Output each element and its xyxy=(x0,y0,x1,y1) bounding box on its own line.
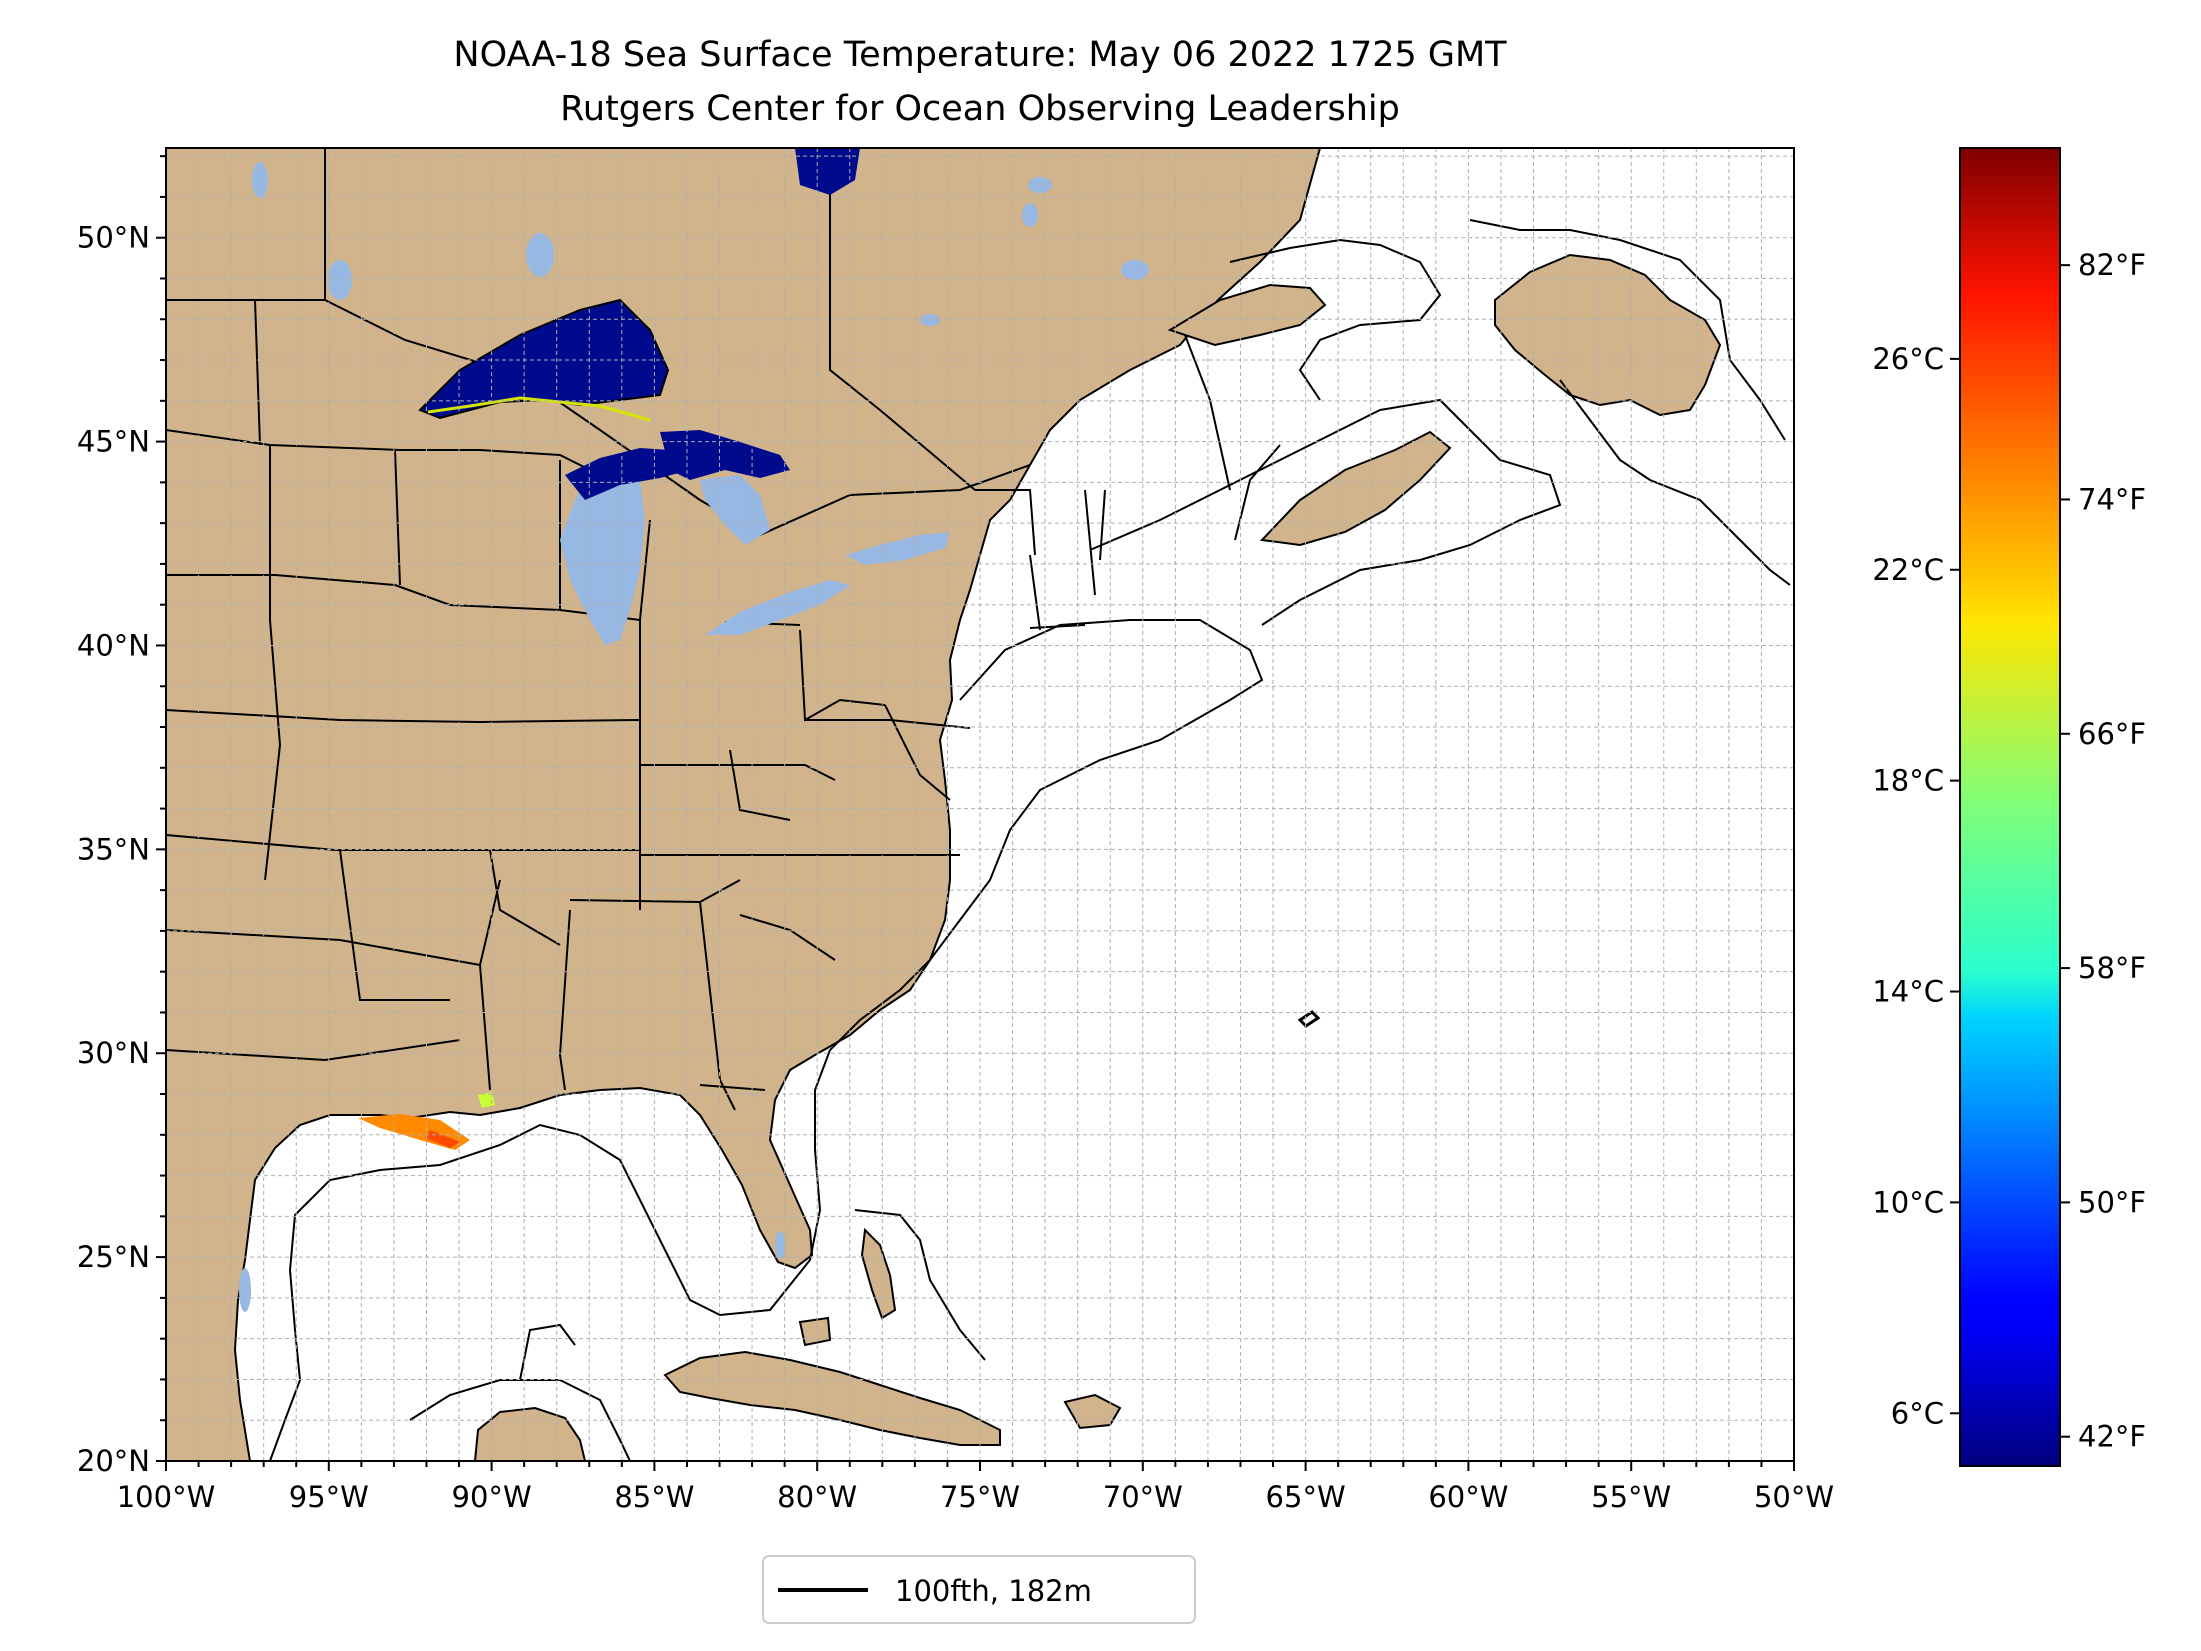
x-tick-label: 80°W xyxy=(777,1480,857,1514)
y-tick-label: 45°N xyxy=(77,425,150,459)
gridlines xyxy=(166,148,1794,1461)
map-title: NOAA-18 Sea Surface Temperature: May 06 … xyxy=(453,35,1507,75)
y-tick-label: 40°N xyxy=(77,628,150,662)
x-tick-label: 55°W xyxy=(1591,1480,1671,1514)
legend-label: 100fth, 182m xyxy=(895,1574,1092,1608)
x-tick-label: 65°W xyxy=(1266,1480,1346,1514)
celsius-tick-label: 18°C xyxy=(1872,764,1944,798)
celsius-tick-label: 26°C xyxy=(1872,342,1944,376)
land-yucatan xyxy=(473,1406,587,1461)
bermuda xyxy=(1297,1010,1321,1028)
x-tick-label: 60°W xyxy=(1428,1480,1508,1514)
map-subtitle: Rutgers Center for Ocean Observing Leade… xyxy=(560,89,1400,129)
x-tick-label: 85°W xyxy=(614,1480,694,1514)
y-axis-ticks: 20°N 25°N 30°N 35°N 40°N 45°N 50°N xyxy=(77,155,166,1478)
x-tick-label: 95°W xyxy=(289,1480,369,1514)
x-tick-label: 70°W xyxy=(1103,1480,1183,1514)
land-nova-scotia xyxy=(1259,430,1452,547)
political-borders xyxy=(166,148,1281,1111)
lake-superior xyxy=(418,298,670,420)
celsius-tick-label: 6°C xyxy=(1891,1396,1944,1430)
fahrenheit-tick-label: 58°F xyxy=(2078,951,2146,985)
celsius-ticks: 6°C 10°C 14°C 18°C 22°C 26°C xyxy=(1872,342,1960,1430)
colorbar: 6°C 10°C 14°C 18°C 22°C 26°C 42°F 50°F 58°F 66°F… xyxy=(1872,147,2146,1467)
fahrenheit-tick-label: 82°F xyxy=(2078,248,2146,282)
lake-erie xyxy=(705,580,850,635)
legend-box xyxy=(762,1555,1196,1624)
isobath-100fth xyxy=(269,219,1791,1461)
land-cuba xyxy=(663,1350,1001,1446)
bahamas xyxy=(798,1227,897,1347)
x-tick-label: 50°W xyxy=(1754,1480,1834,1514)
x-tick-label: 90°W xyxy=(452,1480,532,1514)
great-lakes xyxy=(239,148,1149,1312)
fahrenheit-tick-label: 74°F xyxy=(2078,482,2146,516)
land-gaspe xyxy=(1167,283,1327,347)
x-axis-ticks: 100°W 95°W 90°W 85°W 80°W 75°W 70°W 65°W 60°W 55°… xyxy=(117,1461,1834,1514)
y-tick-label: 30°N xyxy=(77,1036,150,1070)
celsius-tick-label: 14°C xyxy=(1872,975,1944,1009)
y-tick-label: 25°N xyxy=(77,1240,150,1274)
y-tick-label: 50°N xyxy=(77,221,150,255)
fahrenheit-tick-label: 66°F xyxy=(2078,717,2146,751)
colorbar-gradient xyxy=(1959,147,2061,1467)
y-tick-label: 35°N xyxy=(77,832,150,866)
lake-ontario xyxy=(845,532,950,565)
fahrenheit-tick-label: 42°F xyxy=(2078,1420,2146,1454)
fahrenheit-tick-label: 50°F xyxy=(2078,1185,2146,1219)
x-tick-label: 100°W xyxy=(117,1480,216,1514)
legend: 100fth, 182m xyxy=(762,1555,1196,1624)
celsius-tick-label: 10°C xyxy=(1872,1185,1944,1219)
x-tick-label: 75°W xyxy=(940,1480,1020,1514)
lake-huron xyxy=(660,430,790,480)
lake-michigan xyxy=(560,462,645,645)
fahrenheit-ticks: 42°F 50°F 58°F 66°F 74°F 82°F xyxy=(2060,248,2146,1454)
celsius-tick-label: 22°C xyxy=(1872,553,1944,587)
y-tick-label: 20°N xyxy=(77,1444,150,1478)
map-area xyxy=(166,148,1794,1461)
